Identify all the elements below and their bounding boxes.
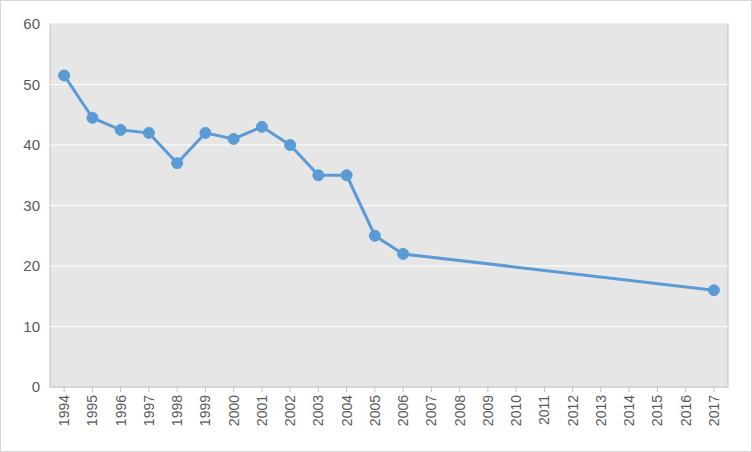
series-line [64,75,714,290]
x-tick-label: 2001 [254,395,270,426]
point-marker [708,285,719,296]
x-tick-label: 2003 [310,395,326,426]
x-tick-label: 2002 [282,395,298,426]
point-marker [87,112,98,123]
x-tick-mark [431,387,432,392]
x-tick-mark [629,387,630,392]
point-marker [313,170,324,181]
x-tick-label: 2006 [395,395,411,426]
x-tick-mark [685,387,686,392]
x-tick-label: 2009 [480,395,496,426]
point-marker [341,170,352,181]
x-tick-mark [233,387,234,392]
x-tick-mark [600,387,601,392]
x-tick-label: 2005 [367,395,383,426]
point-marker [59,70,70,81]
x-tick-label: 2004 [339,395,355,426]
grid-line [50,145,728,146]
x-tick-mark [64,387,65,392]
point-marker [398,248,409,259]
x-tick-mark [459,387,460,392]
point-marker [172,158,183,169]
point-marker [285,140,296,151]
x-tick-mark [487,387,488,392]
grid-line [50,84,728,85]
grid-line [50,266,728,267]
point-marker [256,121,267,132]
x-tick-label: 2011 [536,395,552,425]
x-tick-mark [657,387,658,392]
y-tick-label: 30 [23,197,40,214]
y-tick-label: 10 [23,318,40,335]
x-tick-label: 2007 [423,395,439,426]
x-tick-mark [205,387,206,392]
x-tick-label: 1996 [113,395,129,426]
x-tick-mark [177,387,178,392]
y-tick-label: 60 [23,15,40,32]
point-marker [143,127,154,138]
x-tick-label: 2000 [226,395,242,426]
grid-line [50,24,728,25]
x-tick-label: 1995 [84,395,100,426]
x-tick-label: 2012 [565,395,581,426]
grid-line [50,205,728,206]
x-tick-label: 2015 [649,395,665,426]
x-tick-label: 2017 [706,395,722,426]
x-tick-label: 2014 [621,395,637,426]
x-tick-mark [374,387,375,392]
x-tick-label: 2013 [593,395,609,426]
y-tick-label: 50 [23,76,40,93]
x-tick-mark [290,387,291,392]
x-tick-mark [544,387,545,392]
chart-svg: 0 10 20 30 40 50 60 1994 1995 1996 1997 1998 1999 200… [0,0,752,452]
plot-area [50,24,728,387]
x-tick-mark [120,387,121,392]
y-tick-label: 40 [23,136,40,153]
x-tick-label: 1999 [197,395,213,426]
x-tick-mark [148,387,149,392]
x-tick-label: 2016 [678,395,694,426]
x-tick-label: 2010 [508,395,524,426]
x-tick-label: 2008 [452,395,468,426]
x-tick-label: 1997 [141,395,157,426]
chart-border [1,1,752,452]
x-tick-mark [572,387,573,392]
y-tick-label: 0 [32,378,40,395]
x-tick-mark [261,387,262,392]
series-group [59,70,720,296]
grid-line [50,326,728,327]
point-marker [369,230,380,241]
x-tick-mark [713,387,714,392]
point-marker [200,127,211,138]
grid-line [50,387,728,388]
x-tick-mark [318,387,319,392]
x-tick-mark [92,387,93,392]
point-marker [228,133,239,144]
x-tick-mark [516,387,517,392]
x-tick-label: 1998 [169,395,185,426]
x-tick-label: 1994 [56,395,72,426]
point-marker [115,124,126,135]
chart-container: 0 10 20 30 40 50 60 1994 1995 1996 1997 1998 1999 200… [0,0,752,452]
x-axis-line [50,387,728,388]
x-tick-mark [346,387,347,392]
x-tick-mark [403,387,404,392]
y-tick-label: 20 [23,257,40,274]
